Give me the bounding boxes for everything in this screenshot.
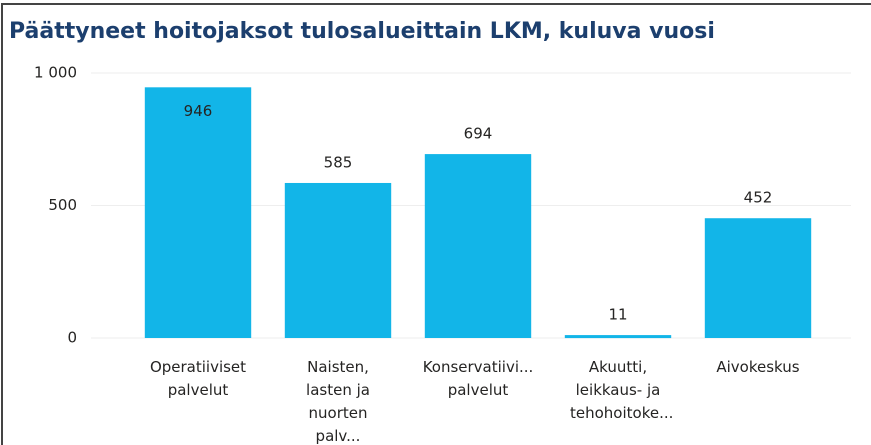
bar: [704, 218, 812, 338]
chart-title: Päättyneet hoitojaksot tulosalueittain L…: [9, 19, 715, 44]
chart: Päättyneet hoitojaksot tulosalueittain L…: [9, 19, 851, 347]
data-label: 946: [184, 102, 213, 120]
y-tick-label: 1 000: [34, 64, 77, 82]
bar: [564, 335, 672, 339]
data-label: 694: [464, 125, 493, 143]
y-tick-label: 0: [67, 329, 77, 347]
x-tick-label: Naisten, lasten ja nuorten palv...: [306, 358, 370, 445]
visual: Päättyneet hoitojaksot tulosalueittain L…: [1, 3, 871, 445]
bar: [424, 154, 532, 338]
data-label: 452: [744, 189, 773, 207]
x-tick-label: Akuutti, leikkaus- ja tehohoitoke...: [570, 358, 674, 422]
x-tick-label: Operatiiviset palvelut: [149, 358, 247, 399]
x-tick-label: Aivokeskus: [716, 358, 800, 376]
x-tick-label: Konservatiivi... palvelut: [422, 358, 534, 399]
data-label: 585: [324, 153, 353, 171]
y-tick-label: 500: [48, 196, 77, 214]
bar: [144, 87, 252, 338]
bar: [284, 182, 392, 338]
data-label: 11: [608, 306, 627, 324]
